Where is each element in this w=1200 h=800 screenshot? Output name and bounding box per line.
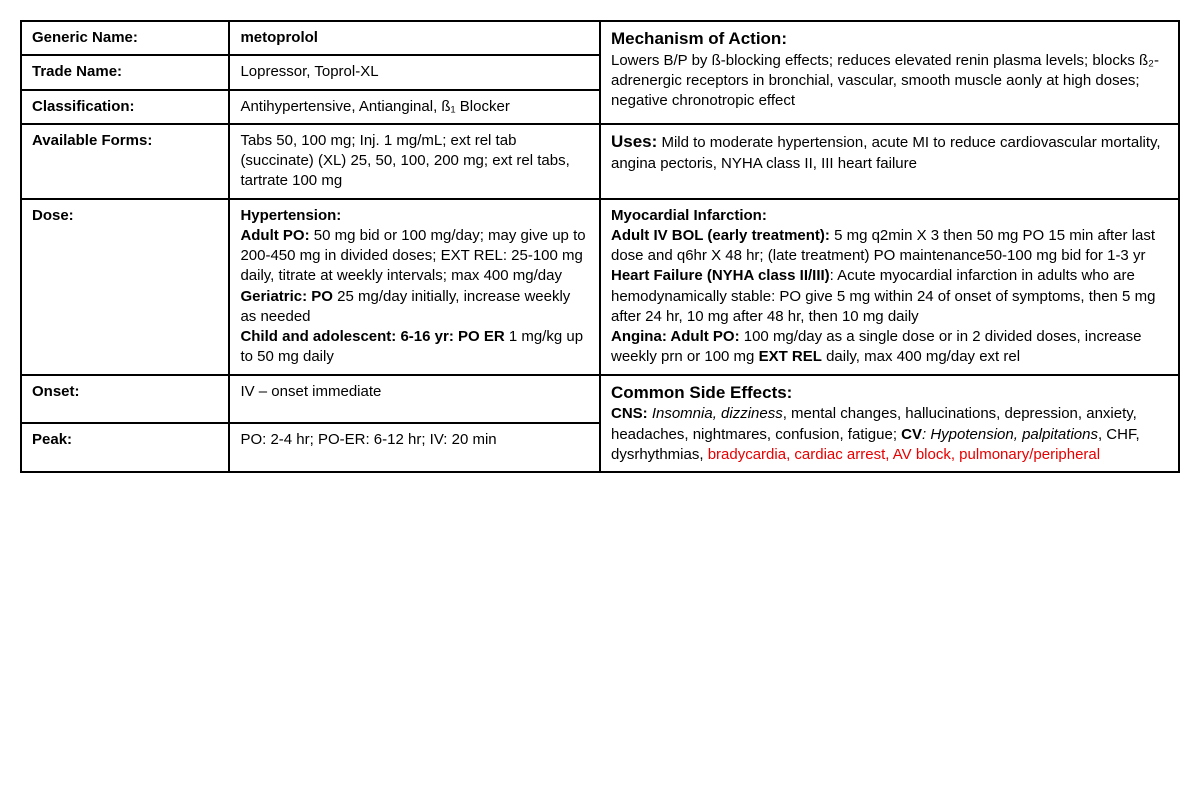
dose-child-head: Child and adolescent: 6-16 yr: PO ER — [240, 328, 504, 345]
value-trade-name: Lopressor, Toprol-XL — [229, 55, 600, 89]
dose-hypertension-head: Hypertension: — [240, 207, 341, 224]
dose-angina-text-b: daily, max 400 mg/day ext rel — [822, 348, 1020, 365]
dose-mi-bol-head: Adult IV BOL (early treatment): — [611, 227, 830, 244]
value-available-forms: Tabs 50, 100 mg; Inj. 1 mg/mL; ext rel t… — [229, 124, 600, 199]
label-side-effects: Common Side Effects: — [611, 383, 792, 402]
value-dose-right: Myocardial Infarction: Adult IV BOL (ear… — [600, 199, 1179, 375]
dose-angina-head: Angina: Adult PO: — [611, 328, 740, 345]
se-cns-head: CNS: — [611, 405, 648, 422]
label-mechanism: Mechanism of Action: — [611, 29, 787, 48]
dose-adult-po-head: Adult PO: — [240, 227, 309, 244]
cell-uses: Uses: Mild to moderate hypertension, acu… — [600, 124, 1179, 199]
label-available-forms: Available Forms: — [21, 124, 229, 199]
label-dose: Dose: — [21, 199, 229, 375]
dose-geriatric-head: Geriatric: PO — [240, 288, 333, 305]
se-cv-red: bradycardia, cardiac arrest, AV block, p… — [708, 446, 1100, 463]
value-generic-name: metoprolol — [229, 21, 600, 55]
value-onset: IV – onset immediate — [229, 375, 600, 424]
label-classification: Classification: — [21, 90, 229, 124]
label-onset: Onset: — [21, 375, 229, 424]
value-dose-left: Hypertension: Adult PO: 50 mg bid or 100… — [229, 199, 600, 375]
dose-mi-head: Myocardial Infarction: — [611, 207, 767, 224]
se-cv-head: CV — [901, 426, 922, 443]
cell-mechanism: Mechanism of Action: Lowers B/P by ß-blo… — [600, 21, 1179, 124]
value-classification: Antihypertensive, Antianginal, ß₁ Blocke… — [229, 90, 600, 124]
dose-angina-extrel: EXT REL — [759, 348, 822, 365]
label-uses: Uses: — [611, 132, 657, 151]
label-trade-name: Trade Name: — [21, 55, 229, 89]
label-peak: Peak: — [21, 423, 229, 472]
value-uses: Mild to moderate hypertension, acute MI … — [611, 134, 1161, 172]
se-cns-italic: Insomnia, dizziness — [648, 405, 783, 422]
se-cv-italic: : Hypotension, palpitations — [922, 426, 1098, 443]
label-generic-name: Generic Name: — [21, 21, 229, 55]
value-mechanism: Lowers B/P by ß-blocking effects; reduce… — [611, 52, 1159, 110]
cell-side-effects: Common Side Effects: CNS: Insomnia, dizz… — [600, 375, 1179, 473]
value-peak: PO: 2-4 hr; PO-ER: 6-12 hr; IV: 20 min — [229, 423, 600, 472]
drug-info-table: Generic Name: metoprolol Mechanism of Ac… — [20, 20, 1180, 473]
dose-hf-head: Heart Failure (NYHA class II/III) — [611, 267, 830, 284]
